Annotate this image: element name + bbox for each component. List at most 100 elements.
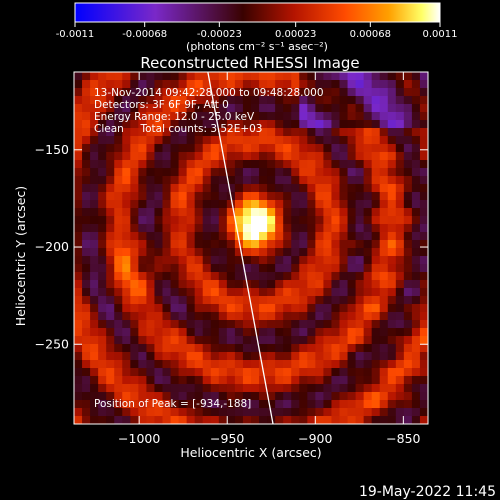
heatmap-cell xyxy=(154,376,164,385)
heatmap-cell xyxy=(74,312,83,321)
heatmap-cell xyxy=(395,136,405,145)
heatmap-cell xyxy=(74,360,83,369)
heatmap-cell xyxy=(242,216,252,225)
heatmap-cell xyxy=(339,192,349,201)
heatmap-cell xyxy=(130,280,139,289)
heatmap-cell xyxy=(210,192,220,201)
heatmap-cell xyxy=(299,384,308,393)
heatmap-cell xyxy=(299,336,308,345)
heatmap-cell xyxy=(146,272,156,281)
heatmap-cell xyxy=(371,216,381,225)
heatmap-cell xyxy=(307,416,316,424)
heatmap-cell xyxy=(259,296,268,305)
heatmap-cell xyxy=(130,344,139,353)
heatmap-cell xyxy=(291,160,300,169)
heatmap-cell xyxy=(114,120,123,129)
heatmap-cell xyxy=(395,288,405,297)
heatmap-cell xyxy=(202,416,212,424)
heatmap-cell xyxy=(218,288,228,297)
heatmap-cell xyxy=(379,152,389,161)
heatmap-cell xyxy=(162,160,172,169)
heatmap-cell xyxy=(323,216,333,225)
heatmap-cell xyxy=(419,232,428,241)
heatmap-cell xyxy=(267,400,276,409)
heatmap-cell xyxy=(146,360,156,369)
heatmap-cell xyxy=(267,72,276,81)
heatmap-cell xyxy=(275,176,284,185)
heatmap-cell xyxy=(106,224,115,233)
heatmap-cell xyxy=(154,136,164,145)
heatmap-cell xyxy=(395,296,405,305)
heatmap-cell xyxy=(202,400,212,409)
heatmap-cell xyxy=(275,88,284,97)
heatmap-cell xyxy=(170,328,180,337)
heatmap-cell xyxy=(82,200,91,209)
heatmap-cell xyxy=(315,384,325,393)
colorbar-tick-label: 0.00068 xyxy=(350,29,391,40)
heatmap-cell xyxy=(403,120,413,129)
heatmap-cell xyxy=(403,216,413,225)
heatmap-cell xyxy=(234,392,244,401)
heatmap-cell xyxy=(154,176,164,185)
heatmap-cell xyxy=(379,336,389,345)
heatmap-cell xyxy=(299,360,308,369)
heatmap-cell xyxy=(307,144,316,153)
heatmap-cell xyxy=(371,160,381,169)
heatmap-cell xyxy=(82,256,91,265)
heatmap-cell xyxy=(307,184,316,193)
heatmap-cell xyxy=(371,296,381,305)
heatmap-cell xyxy=(315,104,325,113)
heatmap-cell xyxy=(419,96,428,105)
heatmap-cell xyxy=(307,112,316,121)
heatmap-cell xyxy=(114,112,123,121)
heatmap-cell xyxy=(347,72,357,81)
heatmap-cell xyxy=(363,384,373,393)
heatmap-cell xyxy=(331,184,341,193)
heatmap-cell xyxy=(114,400,123,409)
heatmap-cell xyxy=(299,288,308,297)
heatmap-cell xyxy=(114,360,123,369)
heatmap-cell xyxy=(130,312,139,321)
heatmap-cell xyxy=(267,80,276,89)
heatmap-cell xyxy=(379,360,389,369)
heatmap-cell xyxy=(315,216,325,225)
heatmap-cell xyxy=(146,184,156,193)
heatmap-cell xyxy=(106,136,115,145)
heatmap-cell xyxy=(106,280,115,289)
heatmap-cell xyxy=(355,128,365,137)
heatmap-cell xyxy=(371,312,381,321)
heatmap-cell xyxy=(291,144,300,153)
heatmap-cell xyxy=(138,120,148,129)
heatmap-cell xyxy=(251,208,260,217)
heatmap-cell xyxy=(419,368,428,377)
heatmap-cell xyxy=(202,240,212,249)
heatmap-cell xyxy=(114,248,123,257)
heatmap-cell xyxy=(347,144,357,153)
heatmap-cell xyxy=(355,320,365,329)
heatmap-cell xyxy=(90,296,99,305)
heatmap-cell xyxy=(339,232,349,241)
heatmap-cell xyxy=(210,248,220,257)
heatmap-cell xyxy=(218,264,228,273)
heatmap-cell xyxy=(323,80,333,89)
heatmap-cell xyxy=(178,416,188,424)
heatmap-cell xyxy=(315,120,325,129)
heatmap-cell xyxy=(82,376,91,385)
heatmap-cell xyxy=(178,296,188,305)
heatmap-cell xyxy=(411,200,421,209)
heatmap-cell xyxy=(291,224,300,233)
heatmap-cell xyxy=(210,352,220,361)
heatmap-cell xyxy=(291,152,300,161)
heatmap-cell xyxy=(178,376,188,385)
heatmap-cell xyxy=(267,376,276,385)
heatmap-cell xyxy=(331,200,341,209)
heatmap-cell xyxy=(267,248,276,257)
heatmap-cell xyxy=(387,224,397,233)
heatmap-cell xyxy=(379,192,389,201)
heatmap-cell xyxy=(371,248,381,257)
heatmap-cell xyxy=(130,384,139,393)
heatmap-cell xyxy=(267,128,276,137)
heatmap-cell xyxy=(363,120,373,129)
heatmap-cell xyxy=(242,368,252,377)
heatmap-cell xyxy=(154,352,164,361)
